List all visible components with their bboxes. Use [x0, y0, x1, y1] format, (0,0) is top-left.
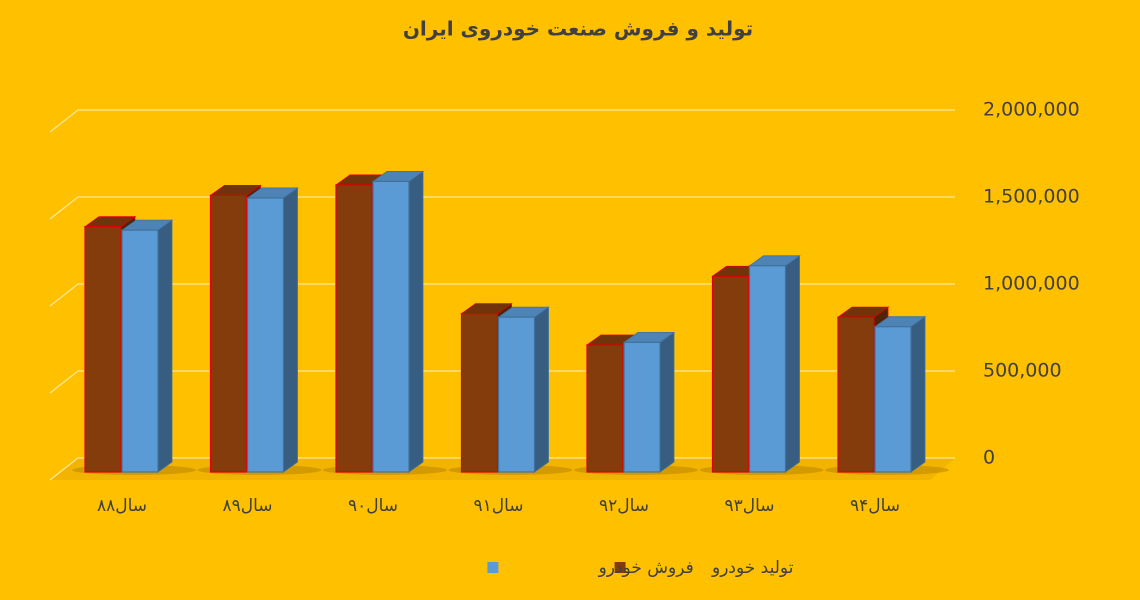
bar-side: [157, 219, 173, 473]
y-tick-label: 2,000,000: [983, 99, 1080, 121]
bar: [84, 226, 122, 473]
x-tick-label: سال۹۲: [599, 496, 649, 516]
y-tick-label: 500,000: [983, 360, 1062, 382]
x-tick-label: سال۹۳: [724, 496, 774, 516]
legend-label: تولید خودرو: [711, 558, 794, 578]
x-tick-label: سال۸۸: [97, 496, 147, 516]
bar: [460, 313, 499, 473]
x-tick-label: سال۸۹: [222, 496, 272, 516]
x-tick-label: سال۹۰: [348, 496, 398, 516]
bar-side: [534, 306, 549, 473]
legend-swatch: [614, 562, 626, 573]
bar: [874, 326, 912, 473]
legend-swatch: [487, 562, 499, 573]
bar: [586, 344, 624, 473]
grid-line: [49, 283, 955, 307]
bar: [497, 316, 536, 473]
x-tick-label: سال۹۴: [850, 496, 900, 516]
bar: [748, 265, 787, 473]
bar: [246, 197, 285, 473]
grid-line: [49, 196, 955, 220]
bar: [711, 275, 750, 473]
x-tick-label: سال۹۱: [473, 496, 523, 516]
bar: [121, 229, 159, 473]
bar: [837, 316, 875, 473]
chart-title: تولید و فروش صنعت خودروی ایران: [403, 17, 753, 41]
bar-side: [408, 170, 424, 473]
y-tick-label: 0: [983, 447, 995, 469]
bar: [209, 194, 248, 473]
bar-side: [283, 187, 298, 473]
y-tick-label: 1,000,000: [983, 273, 1080, 295]
bar-side: [659, 331, 675, 473]
bar: [335, 184, 373, 473]
bar: [372, 180, 410, 473]
bar-side: [785, 255, 800, 473]
legend-label: فروش خودرو: [598, 558, 694, 578]
bar: [623, 341, 661, 473]
y-tick-label: 1,500,000: [983, 186, 1080, 208]
grid-line: [49, 109, 955, 133]
bar-side: [910, 315, 926, 473]
